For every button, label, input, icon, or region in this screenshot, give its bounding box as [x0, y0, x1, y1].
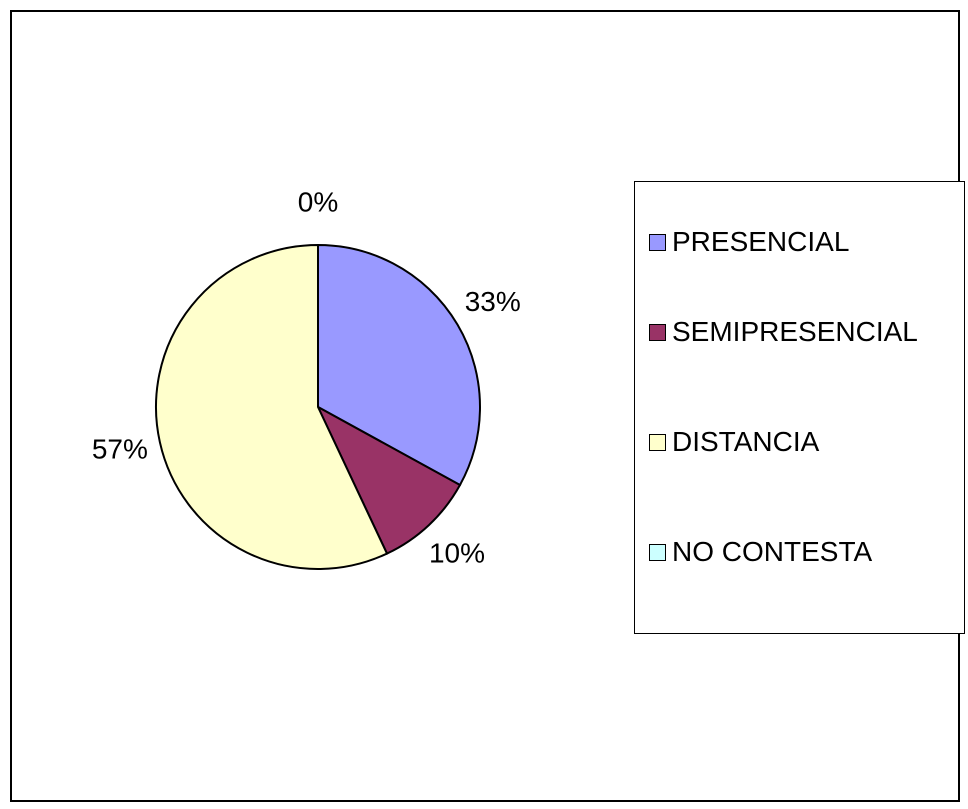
legend-label: PRESENCIAL: [672, 226, 850, 257]
legend-item: PRESENCIAL: [649, 217, 959, 267]
pie-slice: [155, 243, 389, 570]
pie-slice: [315, 404, 462, 555]
legend: PRESENCIAL SEMIPRESENCIAL DISTANCIA NO CONT…: [634, 181, 965, 634]
data-label: 33%: [465, 286, 521, 317]
pie-slice: [317, 243, 481, 487]
legend-item: SEMIPRESENCIAL: [649, 307, 959, 357]
legend-swatch: [649, 324, 666, 341]
data-label: 0%: [298, 186, 338, 217]
data-label: 10%: [429, 537, 485, 568]
legend-item: NO CONTESTA: [649, 527, 959, 577]
data-label: 57%: [92, 434, 148, 465]
legend-item: DISTANCIA: [649, 417, 959, 467]
legend-swatch: [649, 234, 666, 251]
legend-label: NO CONTESTA: [672, 536, 873, 567]
legend-swatch: [649, 434, 666, 451]
legend-label: DISTANCIA: [672, 426, 820, 457]
legend-swatch: [649, 544, 666, 561]
legend-label: SEMIPRESENCIAL: [672, 316, 918, 347]
